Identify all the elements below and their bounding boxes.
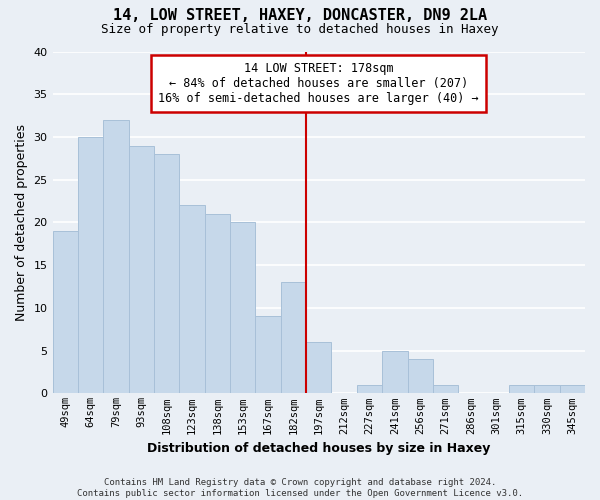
Bar bbox=[281, 282, 306, 394]
Bar bbox=[205, 214, 230, 394]
Bar bbox=[534, 385, 560, 394]
Bar bbox=[306, 342, 331, 394]
Bar bbox=[230, 222, 256, 394]
Bar bbox=[103, 120, 128, 394]
Bar bbox=[179, 206, 205, 394]
Bar bbox=[53, 231, 78, 394]
Bar bbox=[509, 385, 534, 394]
Bar bbox=[256, 316, 281, 394]
X-axis label: Distribution of detached houses by size in Haxey: Distribution of detached houses by size … bbox=[147, 442, 490, 455]
Text: Contains HM Land Registry data © Crown copyright and database right 2024.
Contai: Contains HM Land Registry data © Crown c… bbox=[77, 478, 523, 498]
Bar bbox=[433, 385, 458, 394]
Bar bbox=[357, 385, 382, 394]
Bar bbox=[407, 359, 433, 394]
Bar bbox=[382, 350, 407, 394]
Bar bbox=[128, 146, 154, 394]
Bar bbox=[154, 154, 179, 394]
Y-axis label: Number of detached properties: Number of detached properties bbox=[15, 124, 28, 321]
Text: Size of property relative to detached houses in Haxey: Size of property relative to detached ho… bbox=[101, 22, 499, 36]
Bar bbox=[78, 137, 103, 394]
Bar bbox=[560, 385, 585, 394]
Text: 14, LOW STREET, HAXEY, DONCASTER, DN9 2LA: 14, LOW STREET, HAXEY, DONCASTER, DN9 2L… bbox=[113, 8, 487, 22]
Text: 14 LOW STREET: 178sqm
← 84% of detached houses are smaller (207)
16% of semi-det: 14 LOW STREET: 178sqm ← 84% of detached … bbox=[158, 62, 479, 105]
